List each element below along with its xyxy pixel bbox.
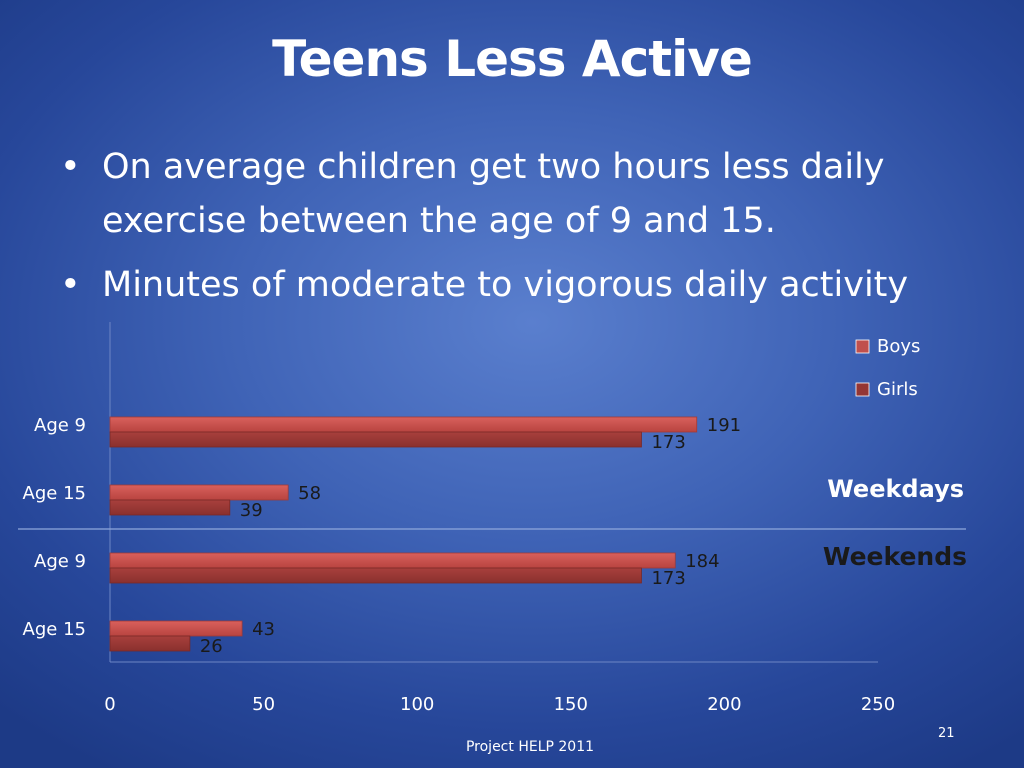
footer-text: Project HELP 2011	[465, 739, 595, 755]
data-label-boys: 58	[298, 483, 321, 504]
bar-girls	[109, 499, 231, 516]
category-label: Age 9	[34, 551, 86, 572]
x-tick-label: 50	[252, 694, 275, 715]
data-label-girls: 26	[200, 636, 223, 657]
data-label-boys: 191	[707, 415, 741, 436]
x-tick-label: 0	[104, 694, 115, 715]
bar-boys	[109, 620, 243, 637]
data-label-girls: 173	[651, 568, 685, 589]
bullet-item: • On average children get two hours less …	[56, 140, 976, 248]
data-label-girls: 173	[651, 432, 685, 453]
bullet-dot-icon: •	[60, 147, 81, 187]
bullet-text: On average children get two hours less d…	[102, 147, 885, 241]
data-label-boys: 184	[685, 551, 719, 572]
category-label: Age 15	[23, 483, 86, 504]
bullet-list: • On average children get two hours less …	[56, 140, 976, 322]
bullet-text: Minutes of moderate to vigorous daily ac…	[102, 265, 909, 305]
legend-label: Girls	[877, 379, 918, 400]
category-label: Age 9	[34, 415, 86, 436]
bar-boys	[109, 484, 289, 501]
bar-boys	[109, 416, 698, 433]
page-number: 21	[938, 726, 955, 741]
bar-girls	[109, 431, 642, 448]
group-label-weekends: Weekends	[823, 542, 967, 571]
x-tick-label: 250	[861, 694, 895, 715]
bar-girls	[109, 635, 191, 652]
legend-swatch-boys	[855, 339, 870, 354]
group-label-weekdays: Weekdays	[827, 475, 964, 503]
legend-label: Boys	[877, 336, 920, 357]
data-label-girls: 39	[240, 500, 263, 521]
x-tick-label: 200	[707, 694, 741, 715]
slide-title: Teens Less Active	[272, 30, 753, 88]
x-tick-label: 150	[554, 694, 588, 715]
legend-swatch-girls	[855, 382, 870, 397]
x-tick-label: 100	[400, 694, 434, 715]
category-label: Age 15	[23, 619, 86, 640]
bar-girls	[109, 567, 642, 584]
bullet-item: • Minutes of moderate to vigorous daily a…	[56, 258, 976, 312]
bar-boys	[109, 552, 676, 569]
bullet-dot-icon: •	[60, 265, 81, 305]
data-label-boys: 43	[252, 619, 275, 640]
